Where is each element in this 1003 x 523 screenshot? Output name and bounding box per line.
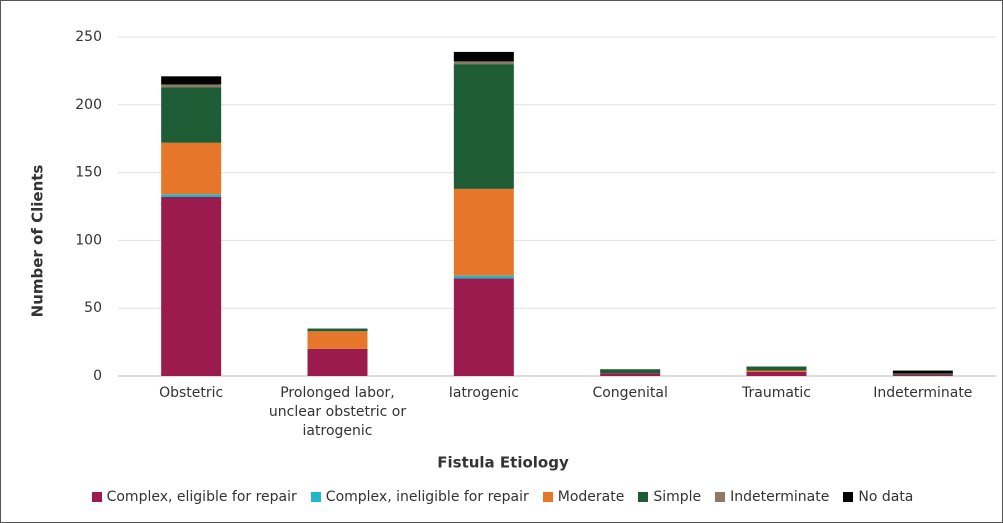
bar-segment (746, 370, 807, 372)
y-tick-label: 150 (75, 165, 102, 181)
bar-segment (307, 331, 368, 349)
bar-segment (746, 371, 807, 376)
legend-label: Complex, eligible for repair (106, 489, 297, 505)
legend-label: Simple (653, 489, 702, 505)
y-tick-label: 50 (84, 300, 102, 316)
x-tick-label: Traumatic (742, 385, 811, 401)
legend-item: Complex, ineligible for repair (310, 489, 529, 505)
bar-segment (600, 369, 661, 374)
bar-segment (453, 278, 514, 376)
bar-segment (161, 84, 222, 88)
bar-segment (453, 64, 514, 189)
bar-segment (892, 373, 953, 375)
bar-segment (307, 348, 368, 376)
legend-swatch (715, 492, 726, 502)
y-tick-label: 250 (75, 29, 102, 45)
x-tick-label: Congenital (592, 385, 668, 401)
bar-segment (453, 275, 514, 279)
legend-item: Complex, eligible for repair (91, 489, 297, 505)
legend-swatch (638, 492, 649, 502)
bar-segment (161, 142, 222, 195)
legend-label: Moderate (557, 489, 625, 505)
legend-label: Complex, ineligible for repair (325, 489, 529, 505)
x-tick-label: Obstetric (159, 385, 224, 401)
y-tick-label: 0 (93, 368, 102, 384)
legend-item: Indeterminate (715, 489, 829, 505)
y-axis-label: Number of Clients (29, 165, 47, 318)
legend-swatch (843, 492, 854, 502)
y-tick-label: 200 (75, 97, 102, 113)
bar-segment (453, 51, 514, 62)
legend-item: Moderate (542, 489, 625, 505)
legend-item: Simple (638, 489, 701, 505)
bar-segment (892, 374, 953, 376)
legend-swatch (91, 492, 102, 502)
legend-swatch (310, 492, 321, 502)
x-tick-label: Iatrogenic (448, 385, 519, 401)
bar-segment (161, 76, 222, 85)
legend: Complex, eligible for repair Complex, ine… (1, 489, 1002, 505)
legend-label: Indeterminate (730, 489, 830, 505)
y-tick-label: 100 (75, 232, 102, 248)
bar-segment (307, 328, 368, 332)
x-tick-label: Prolonged labor, unclear obstetric or ia… (268, 385, 407, 439)
legend-label: No data (858, 489, 914, 505)
legend-swatch (542, 492, 553, 502)
bar-segment (161, 194, 222, 198)
bar-segment (453, 188, 514, 276)
bar-segment (161, 87, 222, 143)
bar-segment (746, 366, 807, 371)
bar-segment (453, 61, 514, 65)
bar-segment (161, 197, 222, 376)
legend-item: No data (843, 489, 913, 505)
x-tick-label: Indeterminate (873, 385, 973, 401)
bar-segment (892, 370, 953, 374)
x-axis-label: Fistula Etiology (437, 454, 569, 472)
bar-segment (600, 373, 661, 376)
